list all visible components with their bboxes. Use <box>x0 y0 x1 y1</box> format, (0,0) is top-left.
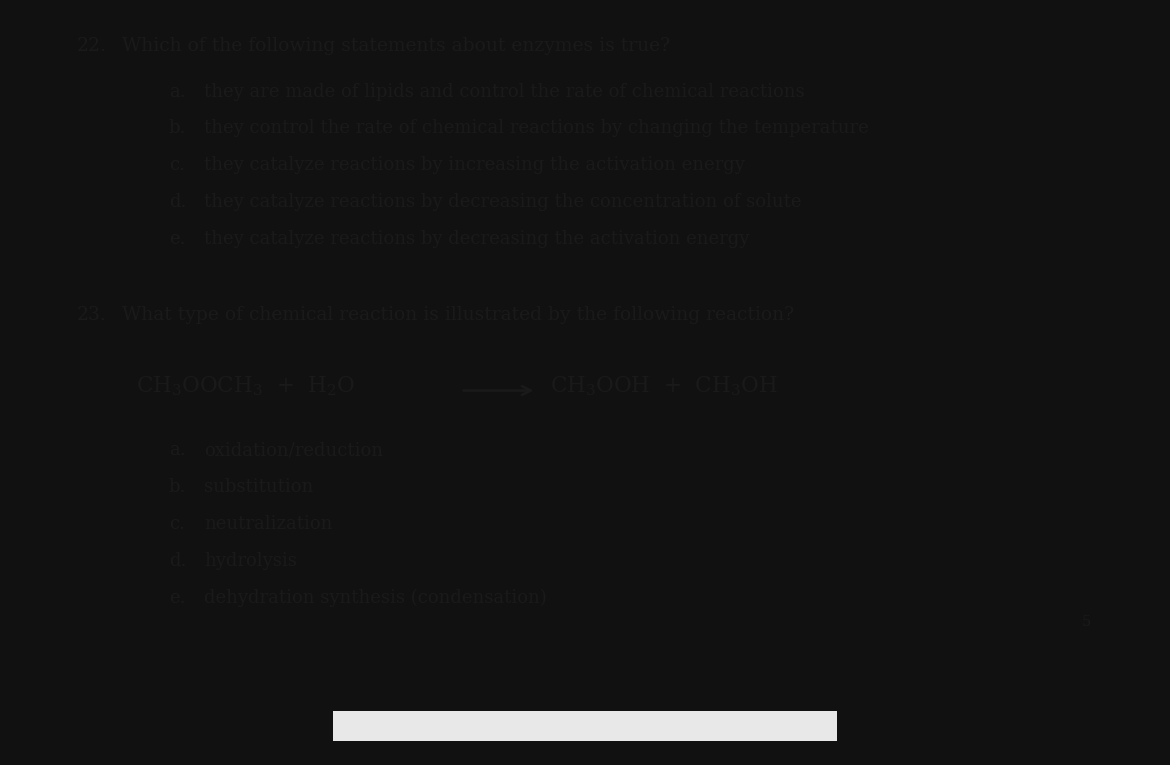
Text: substitution: substitution <box>205 478 314 496</box>
Text: they catalyze reactions by decreasing the concentration of solute: they catalyze reactions by decreasing th… <box>205 193 801 211</box>
Text: d.: d. <box>168 552 186 570</box>
Text: c.: c. <box>168 515 185 533</box>
Text: hydrolysis: hydrolysis <box>205 552 297 570</box>
Text: neutralization: neutralization <box>205 515 332 533</box>
Text: 22.: 22. <box>77 37 106 55</box>
Text: $\mathregular{CH_3OOH}$  +  $\mathregular{CH_3OH}$: $\mathregular{CH_3OOH}$ + $\mathregular{… <box>550 375 778 399</box>
FancyBboxPatch shape <box>298 711 872 741</box>
Text: b.: b. <box>168 478 186 496</box>
Text: 5: 5 <box>1082 614 1090 629</box>
Text: oxidation/reduction: oxidation/reduction <box>205 441 384 459</box>
Text: 23.: 23. <box>77 306 106 324</box>
Text: e.: e. <box>168 230 185 248</box>
Text: Which of the following statements about enzymes is true?: Which of the following statements about … <box>123 37 670 55</box>
Text: What type of chemical reaction is illustrated by the following reaction?: What type of chemical reaction is illust… <box>123 306 794 324</box>
Text: e.: e. <box>168 588 185 607</box>
Text: they catalyze reactions by increasing the activation energy: they catalyze reactions by increasing th… <box>205 156 745 174</box>
Text: dehydration synthesis (condensation): dehydration synthesis (condensation) <box>205 588 548 607</box>
Text: b.: b. <box>168 119 186 138</box>
Text: they control the rate of chemical reactions by changing the temperature: they control the rate of chemical reacti… <box>205 119 869 138</box>
Text: a.: a. <box>168 441 185 459</box>
Text: they catalyze reactions by decreasing the activation energy: they catalyze reactions by decreasing th… <box>205 230 750 248</box>
Text: $\mathregular{CH_3OOCH_3}$  +  $\mathregular{H_2O}$: $\mathregular{CH_3OOCH_3}$ + $\mathregul… <box>137 375 356 399</box>
Text: a.: a. <box>168 83 185 100</box>
Text: they are made of lipids and control the rate of chemical reactions: they are made of lipids and control the … <box>205 83 805 100</box>
Text: d.: d. <box>168 193 186 211</box>
Text: c.: c. <box>168 156 185 174</box>
